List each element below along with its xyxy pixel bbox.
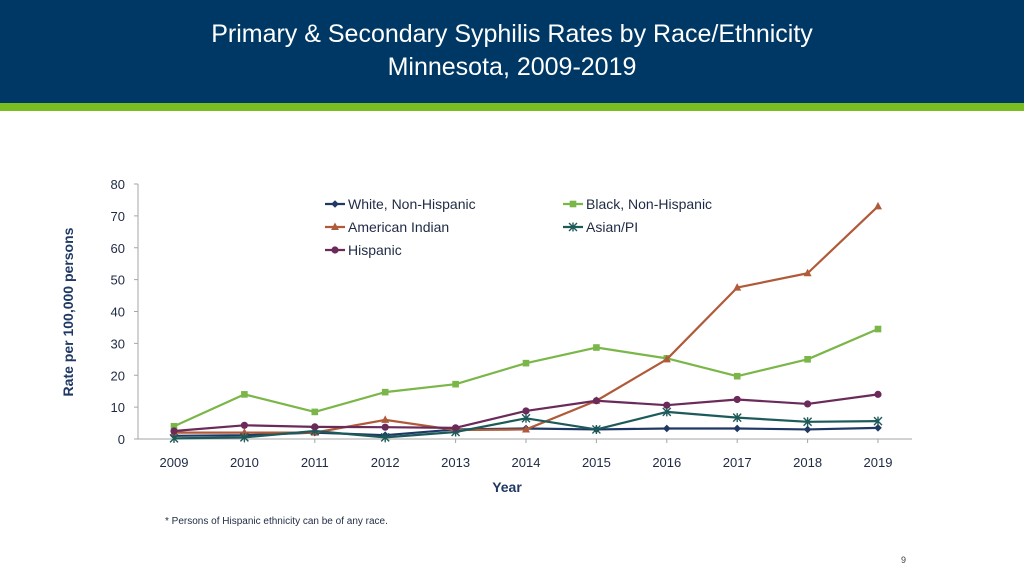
- slide-title-line2: Minnesota, 2009-2019: [387, 53, 637, 81]
- data-point-hispanic: [874, 390, 882, 398]
- slide-title-line1: Primary & Secondary Syphilis Rates by Ra…: [211, 20, 813, 48]
- x-tick-label: 2010: [230, 455, 259, 470]
- y-tick-label: 60: [111, 241, 125, 256]
- x-tick-label: 2011: [301, 455, 329, 470]
- data-point-black-non-hispanic: [311, 408, 319, 416]
- y-tick-label: 30: [111, 336, 125, 351]
- y-axis-title: Rate per 100,000 persons: [60, 227, 76, 396]
- chart-series-layer: [169, 201, 883, 443]
- data-point-black-non-hispanic: [170, 422, 178, 430]
- data-point-hispanic: [240, 421, 248, 429]
- data-point-american-indian: [381, 415, 390, 423]
- data-point-black-non-hispanic: [733, 372, 741, 380]
- data-point-american-indian: [240, 428, 249, 436]
- y-tick-label: 70: [111, 209, 125, 224]
- y-tick-label: 40: [111, 305, 125, 320]
- legend-marker-hispanic: [331, 246, 339, 254]
- data-point-asian-pi: [169, 433, 179, 443]
- data-point-black-non-hispanic: [241, 391, 248, 398]
- legend-label-black-non-hispanic: Black, Non-Hispanic: [586, 196, 712, 212]
- y-tick-label: 80: [111, 177, 125, 192]
- data-point-white-non-hispanic: [733, 424, 741, 433]
- legend-marker-asian-pi: [568, 222, 578, 232]
- legend-entry-asian-pi: Asian/PI: [563, 219, 638, 235]
- data-point-asian-pi: [239, 432, 249, 442]
- legend-label-american-indian: American Indian: [348, 219, 449, 235]
- data-point-american-indian: [662, 354, 671, 363]
- series-line-american-indian: [174, 205, 879, 434]
- data-point-hispanic: [592, 397, 601, 405]
- data-point-hispanic: [733, 395, 741, 404]
- legend-marker-white-non-hispanic: [331, 200, 339, 208]
- data-point-hispanic: [452, 424, 460, 432]
- x-tick-label: 2014: [512, 455, 541, 470]
- data-point-hispanic: [522, 407, 530, 415]
- data-point-asian-pi: [380, 432, 390, 442]
- header-accent-stripe: [0, 103, 1024, 111]
- y-tick-label: 50: [111, 273, 125, 288]
- data-point-black-non-hispanic: [593, 344, 600, 351]
- legend-label-white-non-hispanic: White, Non-Hispanic: [348, 196, 476, 212]
- x-tick-label: 2012: [371, 455, 400, 470]
- data-point-asian-pi: [521, 413, 531, 423]
- x-tick-label: 2015: [582, 455, 611, 470]
- data-point-black-non-hispanic: [874, 325, 882, 333]
- x-tick-label: 2016: [652, 455, 681, 470]
- legend-entry-black-non-hispanic: Black, Non-Hispanic: [563, 196, 712, 212]
- data-point-asian-pi: [591, 424, 601, 434]
- data-point-asian-pi: [662, 407, 672, 417]
- legend-marker-black-non-hispanic: [569, 200, 577, 208]
- data-point-white-non-hispanic: [874, 424, 882, 432]
- data-point-black-non-hispanic: [522, 359, 530, 367]
- y-tick-label: 10: [111, 400, 125, 415]
- data-point-american-indian: [522, 424, 530, 433]
- chart-axes: 0 10 20 30 40 50 60 70 80 2009 2010 2011 2012 2013 201…: [60, 177, 912, 495]
- legend-entry-american-indian: American Indian: [325, 219, 449, 235]
- legend-marker-american-indian: [331, 222, 339, 230]
- x-tick-label: 2018: [793, 455, 822, 470]
- data-point-hispanic: [311, 423, 319, 431]
- data-point-american-indian: [803, 268, 812, 277]
- data-point-hispanic: [170, 427, 178, 435]
- data-point-hispanic: [804, 400, 812, 408]
- data-point-black-non-hispanic: [452, 380, 459, 388]
- data-point-black-non-hispanic: [804, 356, 811, 363]
- x-tick-label: 2017: [723, 455, 752, 470]
- x-tick-label: 2013: [441, 455, 470, 470]
- legend-entry-hispanic: Hispanic: [325, 242, 402, 258]
- series-asian-pi: [169, 407, 883, 443]
- data-point-asian-pi: [803, 417, 813, 427]
- data-point-white-non-hispanic: [803, 425, 812, 434]
- chart-legend: White, Non-Hispanic Black, Non-Hispanic Am…: [325, 196, 712, 258]
- x-axis-title: Year: [492, 479, 522, 495]
- data-point-hispanic: [663, 401, 671, 409]
- data-point-white-non-hispanic: [663, 424, 671, 433]
- data-point-american-indian: [733, 283, 742, 291]
- series-american-indian: [170, 201, 882, 436]
- data-point-hispanic: [381, 423, 389, 431]
- series-hispanic: [170, 390, 882, 435]
- page-number: 9: [901, 555, 907, 565]
- slide-header: [0, 0, 1024, 103]
- x-tick-label: 2019: [864, 455, 893, 470]
- legend-label-hispanic: Hispanic: [348, 242, 402, 258]
- y-tick-label: 0: [118, 432, 125, 447]
- x-tick-label: 2009: [160, 455, 189, 470]
- data-point-american-indian: [874, 201, 882, 210]
- legend-entry-white-non-hispanic: White, Non-Hispanic: [325, 196, 476, 212]
- chart-footnote: * Persons of Hispanic ethnicity can be o…: [165, 516, 388, 527]
- data-point-asian-pi: [732, 413, 742, 423]
- legend-label-asian-pi: Asian/PI: [586, 219, 638, 235]
- data-point-asian-pi: [873, 416, 883, 426]
- data-point-black-non-hispanic: [381, 388, 389, 396]
- y-tick-label: 20: [111, 368, 125, 383]
